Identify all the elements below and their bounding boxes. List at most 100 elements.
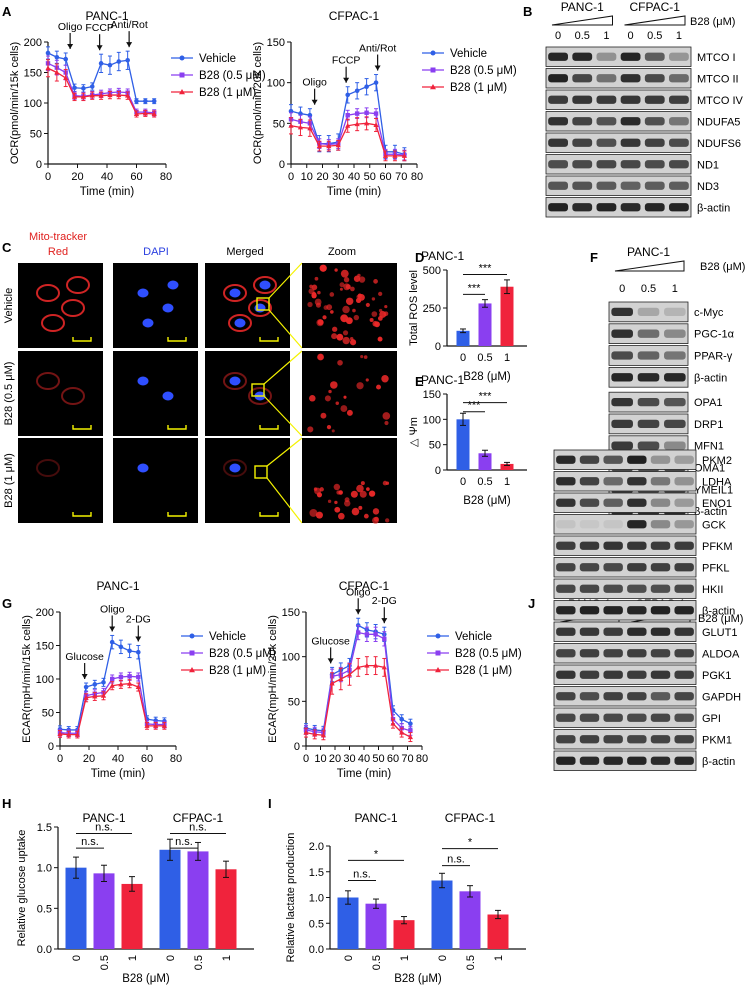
- data-point: [151, 111, 157, 116]
- protein-band: [637, 307, 660, 317]
- y-axis-label: ECAR(mpH/min/15k cells): [21, 615, 33, 743]
- blot-strip: [553, 707, 697, 728]
- blot-strip: [545, 132, 692, 153]
- y-axis-label: △ Ψm: [408, 417, 420, 447]
- band-label: LDHA: [702, 476, 732, 488]
- data-point: [316, 143, 322, 149]
- protein-band: [556, 584, 576, 593]
- blot-strip: [545, 154, 692, 175]
- data-point: [101, 680, 106, 685]
- bar: [159, 849, 181, 949]
- mito-speckle: [340, 405, 348, 412]
- x-tick-label: 0: [45, 171, 51, 183]
- dose-label: 0.5: [647, 30, 662, 42]
- protein-band: [556, 498, 576, 507]
- mito-speckle: [342, 305, 350, 314]
- protein-band: [627, 692, 647, 701]
- x-tick-label: 80: [170, 753, 182, 765]
- protein-band: [548, 203, 568, 212]
- nucleus: [254, 303, 266, 313]
- mito-speckle: [360, 481, 365, 486]
- protein-band: [627, 520, 647, 529]
- group-title: PANC-1: [354, 811, 397, 825]
- protein-band: [637, 441, 660, 450]
- column-header-merged: Merged: [226, 246, 263, 258]
- nucleus: [234, 318, 246, 328]
- protein-band: [674, 541, 694, 550]
- mito-signal: [36, 284, 60, 302]
- x-tick-label: 10: [314, 753, 326, 765]
- x-tick-label: 60: [387, 753, 399, 765]
- y-tick-label: 50: [429, 440, 441, 452]
- protein-band: [556, 455, 576, 464]
- data-point: [116, 59, 122, 64]
- blot-group-title: PANC-1: [627, 245, 670, 259]
- protein-band: [674, 627, 694, 636]
- dose-label: 1: [672, 283, 678, 295]
- micrograph-cell: [113, 438, 198, 523]
- band-label: MFN1: [694, 441, 724, 453]
- mito-speckle: [334, 500, 338, 505]
- protein-band: [603, 670, 623, 679]
- protein-band: [664, 419, 686, 429]
- mito-speckle: [334, 268, 338, 272]
- mito-signal: [36, 372, 60, 390]
- mito-speckle: [333, 483, 341, 491]
- y-tick-label: 100: [267, 78, 285, 90]
- data-point: [107, 92, 113, 98]
- protein-band: [674, 498, 694, 507]
- blot-strip: [553, 686, 697, 707]
- mito-speckle: [371, 297, 376, 301]
- legend-label: B28 (0.5 μM): [209, 648, 276, 660]
- data-point: [364, 632, 370, 637]
- mito-speckle: [314, 298, 322, 306]
- arrow-head: [96, 45, 103, 51]
- y-tick-label: 0: [279, 159, 285, 171]
- data-point: [161, 723, 167, 728]
- x-tick-label: 80: [411, 171, 423, 183]
- protein-band: [644, 117, 665, 126]
- nucleus: [137, 288, 149, 298]
- mito-signal: [223, 372, 247, 390]
- blot-strip: [545, 68, 692, 89]
- micrograph-cell: [18, 351, 103, 436]
- data-point: [83, 694, 89, 700]
- nucleus: [229, 463, 241, 473]
- blot-strip: [553, 471, 697, 492]
- mito-signal: [248, 387, 272, 405]
- injection-label: 2-DG: [126, 614, 151, 626]
- mito-speckle: [384, 304, 388, 309]
- mito-speckle: [329, 292, 335, 297]
- x-tick-label: 50: [372, 753, 384, 765]
- blot-panel-B: PANC-1 CFPAC-1 B28 (μM) 0 0.5 1 0 0.5 1 MTCO I MTC…: [545, 0, 743, 218]
- mito-speckle: [385, 481, 390, 485]
- band-label: NDUFA5: [697, 116, 740, 128]
- x-tick-label: 0.5: [99, 955, 111, 970]
- protein-band: [620, 181, 641, 190]
- y-axis-label: Relative glucose uptake: [16, 830, 28, 947]
- y-tick-label: 0.5: [37, 903, 52, 915]
- group-title: CFPAC-1: [173, 811, 224, 825]
- protein-band: [556, 756, 576, 765]
- legend-label: B28 (1 μM): [199, 87, 256, 99]
- band-label: c-Myc: [694, 307, 724, 319]
- y-tick-label: 0: [294, 741, 300, 753]
- dose-label: 0.5: [641, 283, 656, 295]
- data-point: [109, 682, 115, 688]
- injection-label: Glucose: [65, 651, 104, 663]
- y-tick-label: 150: [24, 68, 42, 80]
- x-tick-label: 0: [71, 955, 83, 961]
- y-tick-label: 1.0: [309, 893, 324, 905]
- protein-band: [572, 117, 593, 126]
- data-point: [399, 716, 405, 722]
- protein-band: [650, 627, 671, 636]
- y-tick-label: 500: [423, 265, 441, 277]
- protein-band: [579, 584, 600, 593]
- y-tick-label: 100: [24, 98, 42, 110]
- arrow-head: [343, 77, 350, 83]
- protein-band: [596, 138, 617, 147]
- significance-label: n.s.: [81, 836, 99, 848]
- mito-speckle: [340, 269, 349, 278]
- mito-speckle: [337, 359, 343, 366]
